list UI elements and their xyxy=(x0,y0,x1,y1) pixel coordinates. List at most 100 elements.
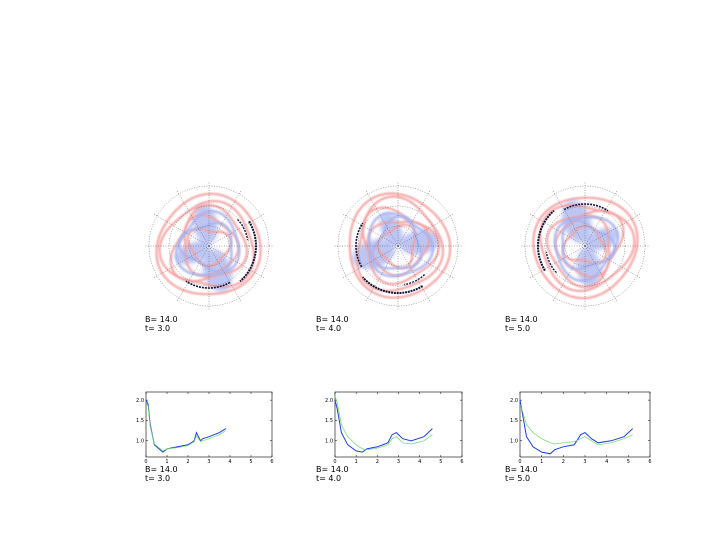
y-tick-label: 2.0 xyxy=(136,398,144,404)
blue-cloud-blob xyxy=(379,212,403,247)
x-tick-label: 3 xyxy=(583,459,586,465)
polar-1-t-label: t= 3.0 xyxy=(145,324,170,333)
line-panel-3: 0 1 2 3 4 5 6 1.0 1.5 2.0 xyxy=(510,391,652,465)
x-tick-label: 0 xyxy=(333,459,336,465)
plot-frame xyxy=(334,391,463,458)
polar-3-t-label: t= 5.0 xyxy=(505,324,530,333)
polar-grid xyxy=(145,182,273,310)
grid-spoke xyxy=(584,213,641,247)
grid-spoke xyxy=(529,213,586,247)
grid-spoke xyxy=(176,190,210,247)
blue-ring xyxy=(561,218,617,271)
red-ring xyxy=(155,192,262,296)
grid-spoke xyxy=(365,245,399,302)
grid-spoke xyxy=(176,245,210,302)
blue-ring xyxy=(174,209,241,277)
x-tick-label: 2 xyxy=(186,459,189,465)
y-tick-label: 2.0 xyxy=(325,398,333,404)
red-ring xyxy=(355,195,445,292)
x-tick-label: 6 xyxy=(270,459,273,465)
grid-spoke xyxy=(153,245,210,279)
blue-ring xyxy=(553,215,620,283)
y-tick-label: 1.5 xyxy=(136,418,144,424)
dark-arcs xyxy=(537,203,609,274)
dark-arc xyxy=(545,251,557,274)
grid-spoke xyxy=(342,213,399,247)
grid-spoke xyxy=(397,245,454,279)
y-tick-label: 1.5 xyxy=(325,418,333,424)
blue-cloud-blob xyxy=(175,241,210,265)
plot-frame xyxy=(145,391,273,458)
grid-spoke xyxy=(397,245,431,302)
green-series-line xyxy=(145,402,226,452)
grid-spoke xyxy=(208,213,265,247)
x-tick-label: 4 xyxy=(228,459,231,465)
plot-frame xyxy=(519,391,651,458)
x-tick-label: 2 xyxy=(562,459,565,465)
blue-ring xyxy=(367,211,435,278)
y-tick-label: 1.0 xyxy=(325,438,333,444)
grid-spoke xyxy=(342,245,399,279)
x-tick-label: 4 xyxy=(418,459,421,465)
grid-spoke xyxy=(365,190,399,247)
blue-cloud xyxy=(351,212,440,270)
dark-arc xyxy=(237,218,249,241)
red-ring xyxy=(348,192,452,299)
blue-cloud-blob xyxy=(576,247,601,288)
red-ring xyxy=(376,223,417,270)
red-ring xyxy=(539,203,636,293)
dark-arc xyxy=(403,274,426,286)
dark-arcs xyxy=(355,222,426,294)
blue-series-line xyxy=(145,399,227,453)
x-tick-label: 5 xyxy=(249,459,252,465)
dark-arc xyxy=(355,222,364,268)
dark-arc xyxy=(185,280,231,289)
grid-spoke xyxy=(208,245,242,302)
blue-cloud-blob xyxy=(584,227,619,251)
line-1-b-label: B= 14.0 xyxy=(145,465,178,474)
x-tick-label: 5 xyxy=(439,459,442,465)
x-tick-label: 6 xyxy=(648,459,651,465)
dark-arc xyxy=(537,209,555,272)
blue-cloud-blob xyxy=(399,230,440,255)
x-tick-label: 1 xyxy=(165,459,168,465)
polar-grid xyxy=(334,182,462,310)
blue-series-line xyxy=(334,399,433,453)
line-panel-1: 0 1 2 3 4 5 6 1.0 1.5 2.0 xyxy=(136,391,274,465)
dark-arc xyxy=(563,203,609,212)
line-3-b-label: B= 14.0 xyxy=(505,465,538,474)
dark-arc xyxy=(361,276,424,294)
x-tick-label: 5 xyxy=(627,459,630,465)
polar-2-b-label: B= 14.0 xyxy=(316,315,349,324)
polar-panel-1 xyxy=(145,182,273,310)
polar-grid xyxy=(521,182,649,310)
red-ring xyxy=(532,196,639,300)
polar-1-b-label: B= 14.0 xyxy=(145,315,178,324)
y-tick-label: 1.5 xyxy=(510,418,518,424)
x-tick-label: 6 xyxy=(460,459,463,465)
line-panel-2: 0 1 2 3 4 5 6 1.0 1.5 2.0 xyxy=(325,391,464,465)
grid-spoke xyxy=(208,245,265,279)
polar-panel-2 xyxy=(334,182,462,310)
grid-spoke xyxy=(397,213,454,247)
line-2-t-label: t= 4.0 xyxy=(316,474,341,483)
grid-spoke xyxy=(529,245,586,279)
grid-spoke xyxy=(208,190,242,247)
polar-2-t-label: t= 4.0 xyxy=(316,324,341,333)
blue-series-line xyxy=(519,400,634,455)
blue-cloud-blob xyxy=(193,204,218,245)
line-1-t-label: t= 3.0 xyxy=(145,474,170,483)
x-tick-label: 3 xyxy=(207,459,210,465)
grid-spoke xyxy=(584,245,618,302)
blue-ring xyxy=(370,214,423,270)
x-tick-label: 2 xyxy=(376,459,379,465)
grid-spoke xyxy=(584,245,641,279)
x-tick-label: 1 xyxy=(355,459,358,465)
red-ring xyxy=(158,199,255,289)
dark-arc xyxy=(239,220,257,283)
grid-spoke xyxy=(153,213,210,247)
y-tick-label: 1.0 xyxy=(510,438,518,444)
x-tick-label: 0 xyxy=(144,459,147,465)
